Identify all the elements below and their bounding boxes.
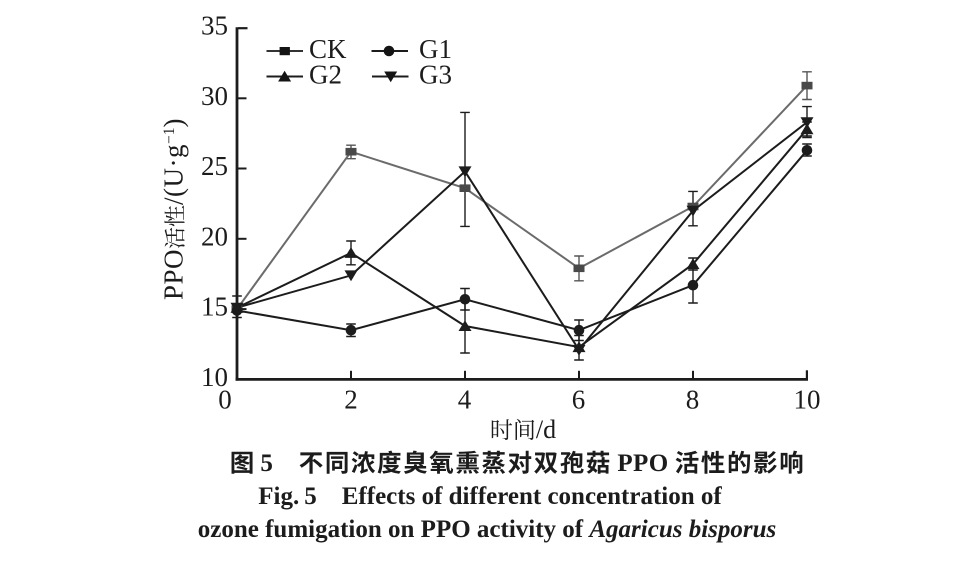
svg-text:20: 20 [201,221,228,251]
svg-text:8: 8 [686,385,700,415]
svg-text:G1: G1 [419,34,452,64]
svg-text:25: 25 [201,151,228,181]
svg-text:10: 10 [794,385,821,415]
svg-text:35: 35 [201,11,228,41]
svg-text:6: 6 [572,385,586,415]
svg-text:4: 4 [458,385,472,415]
svg-text:G2: G2 [309,60,342,90]
svg-text:15: 15 [201,292,228,322]
svg-text:10: 10 [201,362,228,392]
svg-text:G3: G3 [419,60,452,90]
svg-text:CK: CK [309,34,347,64]
svg-text:0: 0 [218,385,232,415]
svg-text:30: 30 [201,81,228,111]
svg-text:2: 2 [344,385,358,415]
